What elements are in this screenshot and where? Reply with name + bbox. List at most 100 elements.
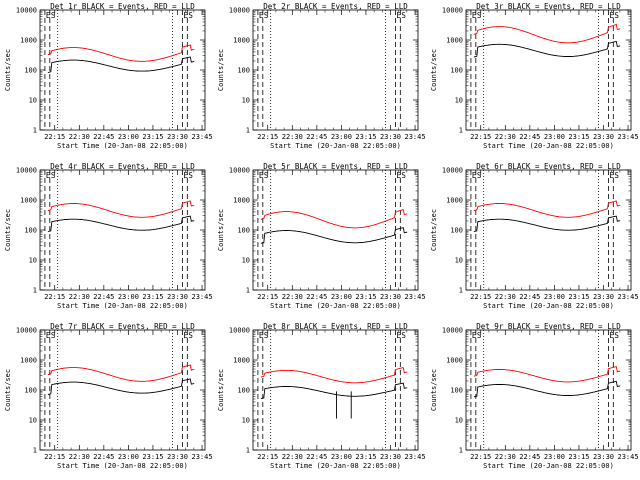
- y-tick-label: 10: [455, 417, 463, 425]
- x-tick-label: 23:45: [192, 133, 213, 141]
- eclipse-saa-marker-label: S: [188, 11, 193, 20]
- panel-title: Det 2r BLACK = Events, RED = LLD: [263, 2, 408, 11]
- x-axis-label: Start Time (20-Jan-08 22:05:00): [57, 462, 188, 470]
- lld-series-line: [473, 23, 621, 44]
- y-axis-label: Counts/sec: [4, 49, 12, 91]
- y-tick-label: 1000: [446, 37, 463, 45]
- lld-series-line: [473, 200, 621, 218]
- y-axis-label: Counts/sec: [217, 209, 225, 251]
- x-tick-label: 23:00: [118, 453, 139, 461]
- events-series-line: [47, 378, 195, 395]
- x-axis-label: Start Time (20-Jan-08 22:05:00): [483, 142, 614, 150]
- eclipse-saa-marker-label: E: [472, 11, 477, 20]
- x-tick-label: 23:00: [331, 453, 352, 461]
- events-series-line: [47, 56, 195, 73]
- y-tick-label: 1000: [20, 37, 37, 45]
- eclipse-saa-marker-label: S: [264, 331, 269, 340]
- plot-frame: [465, 329, 632, 451]
- eclipse-saa-marker-label: S: [401, 331, 406, 340]
- x-axis-label: Start Time (20-Jan-08 22:05:00): [57, 142, 188, 150]
- x-tick-label: 23:45: [405, 133, 426, 141]
- x-tick-label: 23:45: [618, 133, 639, 141]
- panel-det-4: Det 4r BLACK = Events, RED = LLD 1 10 100 10…: [4, 162, 213, 310]
- x-tick-label: 22:15: [257, 293, 278, 301]
- y-tick-label: 100: [24, 67, 37, 75]
- events-series-line: [473, 40, 621, 58]
- x-tick-label: 23:30: [380, 453, 401, 461]
- panel-det-2: Det 2r BLACK = Events, RED = LLD 1 10 100 10…: [217, 2, 426, 150]
- y-tick-label: 10000: [442, 327, 463, 335]
- x-tick-label: 23:00: [118, 133, 139, 141]
- x-axis-label: Start Time (20-Jan-08 22:05:00): [270, 462, 401, 470]
- eclipse-saa-marker-label: S: [614, 331, 619, 340]
- eclipse-saa-marker-label: E: [259, 11, 264, 20]
- y-tick-label: 10: [29, 257, 37, 265]
- plot-frame: [252, 9, 419, 131]
- y-tick-label: 10: [455, 97, 463, 105]
- eclipse-saa-marker-label: E: [46, 11, 51, 20]
- y-tick-label: 1: [246, 287, 250, 295]
- x-tick-label: 23:15: [142, 453, 163, 461]
- x-tick-label: 23:15: [142, 293, 163, 301]
- eclipse-saa-marker-label: E: [259, 331, 264, 340]
- x-tick-label: 22:45: [306, 453, 327, 461]
- x-tick-label: 23:15: [355, 133, 376, 141]
- panel-det-8: Det 8r BLACK = Events, RED = LLD 1 10 100 10…: [217, 322, 426, 470]
- y-tick-label: 100: [24, 227, 37, 235]
- y-tick-label: 1000: [446, 197, 463, 205]
- events-series-line: [260, 382, 408, 399]
- x-tick-label: 23:15: [568, 133, 589, 141]
- x-tick-label: 23:15: [355, 453, 376, 461]
- x-tick-label: 22:30: [69, 293, 90, 301]
- y-tick-label: 10000: [442, 167, 463, 175]
- x-tick-label: 22:45: [93, 133, 114, 141]
- events-series-line: [47, 215, 195, 233]
- y-tick-label: 10000: [229, 167, 250, 175]
- x-tick-label: 22:15: [44, 133, 65, 141]
- x-tick-label: 23:30: [593, 453, 614, 461]
- eclipse-saa-marker-label: S: [477, 331, 482, 340]
- eclipse-saa-marker-label: E: [183, 11, 188, 20]
- panel-title: Det 7r BLACK = Events, RED = LLD: [50, 322, 195, 331]
- eclipse-saa-marker-label: E: [46, 171, 51, 180]
- y-axis-label: Counts/sec: [430, 49, 438, 91]
- x-tick-label: 22:30: [282, 293, 303, 301]
- panel-title: Det 1r BLACK = Events, RED = LLD: [50, 2, 195, 11]
- x-axis-label: Start Time (20-Jan-08 22:05:00): [483, 302, 614, 310]
- lld-series-line: [47, 200, 195, 218]
- x-tick-label: 22:15: [470, 453, 491, 461]
- y-tick-label: 10000: [16, 327, 37, 335]
- x-tick-label: 22:15: [470, 133, 491, 141]
- plot-frame: [39, 329, 206, 451]
- x-axis-label: Start Time (20-Jan-08 22:05:00): [270, 142, 401, 150]
- y-tick-label: 100: [450, 67, 463, 75]
- y-tick-label: 10: [455, 257, 463, 265]
- y-tick-label: 1: [246, 127, 250, 135]
- x-tick-label: 23:45: [192, 453, 213, 461]
- y-tick-label: 10: [29, 97, 37, 105]
- eclipse-saa-marker-label: E: [472, 331, 477, 340]
- eclipse-saa-marker-label: E: [609, 331, 614, 340]
- y-tick-label: 1: [459, 287, 463, 295]
- x-tick-label: 23:00: [544, 453, 565, 461]
- lld-series-line: [260, 367, 408, 384]
- y-tick-label: 100: [237, 387, 250, 395]
- eclipse-saa-marker-label: S: [614, 11, 619, 20]
- y-tick-label: 1: [459, 127, 463, 135]
- x-tick-label: 22:45: [519, 133, 540, 141]
- y-tick-label: 10000: [442, 7, 463, 15]
- eclipse-saa-marker-label: E: [609, 11, 614, 20]
- x-tick-label: 23:00: [544, 133, 565, 141]
- y-tick-label: 1: [459, 447, 463, 455]
- y-tick-label: 10: [242, 257, 250, 265]
- panel-title: Det 5r BLACK = Events, RED = LLD: [263, 162, 408, 171]
- y-tick-label: 1: [33, 127, 37, 135]
- x-tick-label: 23:15: [355, 293, 376, 301]
- y-tick-label: 10: [29, 417, 37, 425]
- events-series-line: [473, 215, 621, 233]
- eclipse-saa-marker-label: E: [183, 331, 188, 340]
- eclipse-saa-marker-label: E: [472, 171, 477, 180]
- x-tick-label: 22:30: [495, 133, 516, 141]
- x-tick-label: 22:15: [257, 453, 278, 461]
- panel-title: Det 9r BLACK = Events, RED = LLD: [476, 322, 621, 331]
